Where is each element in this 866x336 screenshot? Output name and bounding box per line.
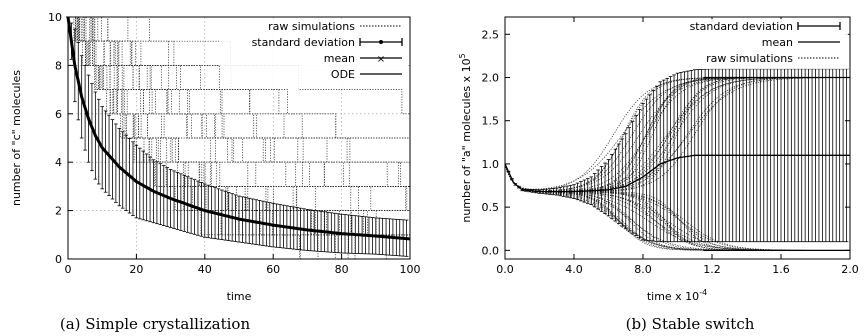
- raw-simulation-a: [68, 16, 410, 236]
- legend-swatch-sd-b: [797, 22, 841, 30]
- legend-label-mean-b: mean: [762, 36, 793, 49]
- xtick-label-a: 20: [129, 263, 143, 276]
- legend-label-raw-a: raw simulations: [268, 20, 355, 33]
- ylabel-a: number of "c" molecules: [10, 70, 23, 206]
- mean-line-a: [66, 16, 411, 241]
- legend-swatch-mean-a: ×: [360, 54, 402, 65]
- raw-simulation-a: [68, 16, 410, 236]
- plot-frame-b: [504, 16, 851, 260]
- ytick-label-b: 2.0: [482, 72, 500, 85]
- legend-swatch-sd-a: [359, 38, 403, 46]
- ytick-label-a: 4: [55, 156, 62, 169]
- xtick-label-a: 0: [65, 263, 72, 276]
- legend-label-sd-b: standard deviation: [690, 20, 793, 33]
- xtick-label-b: 1.2: [703, 263, 721, 276]
- legend-label-raw-b: raw simulations: [706, 52, 793, 65]
- raw-simulation-a: [68, 16, 410, 236]
- xtick-label-a: 60: [266, 263, 280, 276]
- raw-simulation-b: [504, 77, 850, 192]
- ytick-label-a: 2: [55, 205, 62, 218]
- xtick-label-b: 2.0: [841, 263, 859, 276]
- raw-simulation-a: [68, 16, 410, 211]
- raw-simulation-b: [504, 164, 850, 251]
- xtick-label-b: 1.6: [772, 263, 790, 276]
- ticks-b: 0.0 4.0 8.0 1.2 1.6 2.0 0.0 0.5 1.0 1.5 2.0 2.5: [482, 17, 859, 276]
- raw-simulation-a: [68, 16, 410, 236]
- legend-label-sd-a: standard deviation: [252, 36, 355, 49]
- ytick-label-b: 0.0: [482, 244, 500, 257]
- ytick-label-b: 1.5: [482, 115, 500, 128]
- xlabel-a: time: [227, 290, 252, 303]
- raw-simulation-b: [504, 163, 850, 251]
- caption-b: (b) Stable switch: [626, 315, 755, 333]
- ytick-label-b: 0.5: [482, 201, 500, 214]
- xlabel-b: time x 10-4: [647, 288, 707, 303]
- raw-simulation-a: [68, 16, 410, 139]
- ticks-a: 0 20 40 60 80 100 0 2 4 6 8 10: [48, 11, 421, 276]
- ylabel-b: number of "a" molecules x 105: [458, 53, 473, 222]
- xtick-label-b: 8.0: [634, 263, 652, 276]
- raw-simulation-a: [68, 16, 410, 260]
- ytick-label-a: 8: [55, 59, 62, 72]
- ytick-label-a: 6: [55, 108, 62, 121]
- xtick-label-a: 100: [400, 263, 421, 276]
- legend-label-mean-a: mean: [324, 52, 355, 65]
- legend-a: raw simulations standard deviation mean …: [220, 19, 408, 89]
- raw-simulation-a: [68, 16, 410, 236]
- std-dev-bars-b: [506, 68, 850, 251]
- plot-frame-a: [67, 16, 411, 260]
- ytick-label-b: 1.0: [482, 158, 500, 171]
- ytick-label-a: 0: [55, 253, 62, 266]
- xtick-label-a: 80: [335, 263, 349, 276]
- panel-a: 0 20 40 60 80 100 0 2 4 6 8 10 number of "c" molecu…: [10, 11, 421, 333]
- xtick-label-a: 40: [198, 263, 212, 276]
- caption-a: (a) Simple crystallization: [60, 315, 251, 333]
- raw-simulation-a: [68, 16, 410, 187]
- xtick-label-b: 0.0: [496, 263, 514, 276]
- legend-b: standard deviation mean raw simulations: [660, 19, 848, 69]
- panel-b: 0.0 4.0 8.0 1.2 1.6 2.0 0.0 0.5 1.0 1.5 2.0 2.5 num…: [458, 16, 859, 333]
- raw-simulation-a: [68, 16, 410, 236]
- ytick-label-a: 10: [48, 11, 62, 24]
- raw-simulation-a: [68, 16, 410, 139]
- svg-text:×: ×: [377, 54, 385, 65]
- mean-line-b: [504, 154, 850, 193]
- xtick-label-b: 4.0: [565, 263, 583, 276]
- legend-label-ode-a: ODE: [331, 68, 355, 81]
- ytick-label-b: 2.5: [482, 28, 500, 41]
